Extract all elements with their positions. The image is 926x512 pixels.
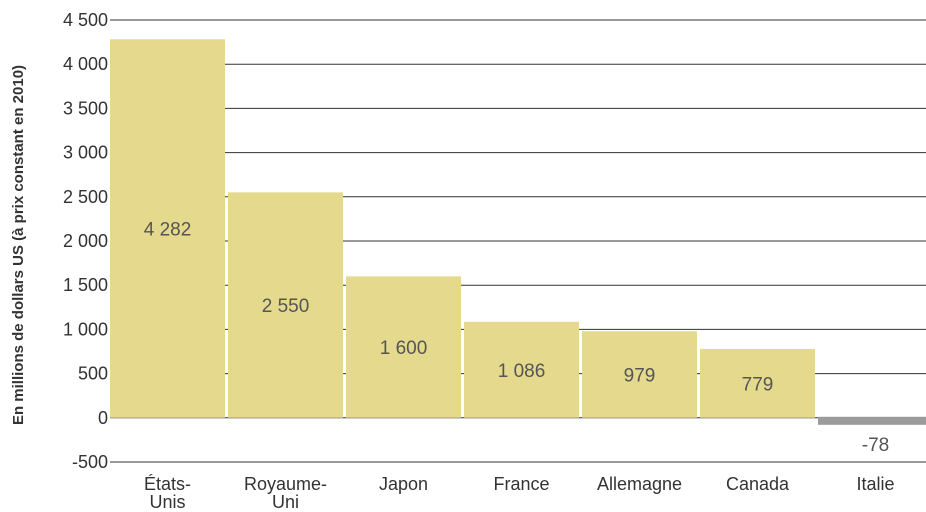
bar-value-label: 779 bbox=[742, 374, 774, 395]
bar-value-label: 2 550 bbox=[262, 296, 310, 317]
bar bbox=[110, 39, 225, 418]
bars: 4 282 2 550 1 600 1 086 979 779 -78 bbox=[110, 39, 926, 456]
y-axis-label: En millions de dollars US (à prix consta… bbox=[10, 65, 27, 425]
y-tick-label: 500 bbox=[78, 364, 108, 384]
x-category-label: États- bbox=[144, 474, 191, 494]
bar-value-label: 1 600 bbox=[380, 338, 428, 359]
y-tick-label: 0 bbox=[98, 408, 108, 428]
y-tick-label: 2 500 bbox=[63, 187, 108, 207]
bar-value-label: 979 bbox=[624, 366, 656, 387]
y-tick-label: 2 000 bbox=[63, 231, 108, 251]
bar-value-label: -78 bbox=[862, 435, 889, 456]
x-category-label: Royaume- bbox=[244, 474, 327, 494]
y-tick-label: 3 500 bbox=[63, 98, 108, 118]
x-category-label: Italie bbox=[856, 474, 894, 494]
bar-value-label: 4 282 bbox=[144, 220, 192, 241]
x-category-label: Canada bbox=[726, 474, 790, 494]
bar-value-label: 1 086 bbox=[498, 361, 546, 382]
x-category-label: Allemagne bbox=[597, 474, 682, 494]
y-tick-label: -500 bbox=[72, 452, 108, 472]
y-tick-label: 4 500 bbox=[63, 10, 108, 30]
x-category-label: Japon bbox=[379, 474, 428, 494]
y-tick-label: 4 000 bbox=[63, 54, 108, 74]
bar bbox=[582, 331, 697, 418]
bar bbox=[700, 348, 815, 418]
bar bbox=[346, 276, 461, 418]
y-axis-ticks: -500 0 500 1 000 1 500 2 000 2 500 3 000 3 500 4 … bbox=[63, 10, 108, 472]
x-axis-categories: États-Unis Royaume-Uni Japon France Allemagn… bbox=[144, 474, 895, 512]
y-tick-label: 1 500 bbox=[63, 275, 108, 295]
x-category-label: Unis bbox=[149, 492, 185, 512]
x-category-label: Uni bbox=[272, 492, 299, 512]
bar bbox=[228, 192, 343, 418]
y-tick-label: 1 000 bbox=[63, 319, 108, 339]
y-tick-label: 3 000 bbox=[63, 143, 108, 163]
bar bbox=[464, 321, 579, 418]
bar bbox=[818, 416, 926, 425]
x-category-label: France bbox=[493, 474, 549, 494]
